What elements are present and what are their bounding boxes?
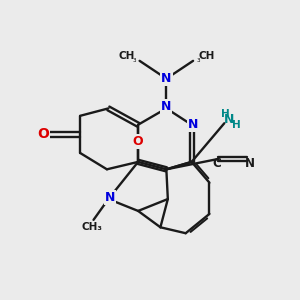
Text: O: O (37, 127, 49, 141)
Text: N: N (245, 157, 255, 170)
Text: CH: CH (118, 51, 134, 62)
Text: ₃: ₃ (196, 55, 200, 64)
Text: N: N (188, 118, 198, 130)
Text: N: N (160, 100, 171, 113)
Text: N: N (224, 113, 234, 126)
Text: N: N (161, 72, 172, 85)
Text: CH₃: CH₃ (82, 222, 103, 232)
Text: C: C (212, 157, 221, 170)
Text: H: H (232, 120, 241, 130)
Text: H: H (221, 109, 230, 119)
Text: O: O (133, 135, 143, 148)
Text: CH: CH (198, 51, 215, 62)
Text: N: N (105, 191, 115, 204)
Text: ₃: ₃ (132, 55, 136, 64)
